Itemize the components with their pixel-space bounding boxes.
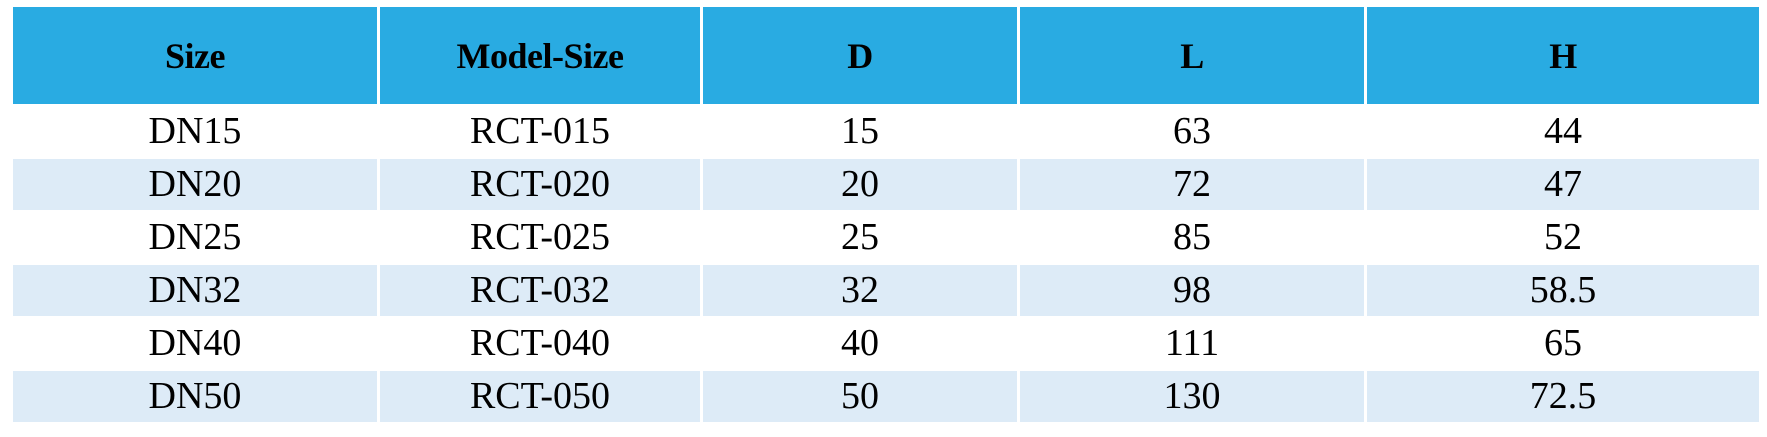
header-row: Size Model-Size D L H [13,7,1759,104]
header-l: L [1020,7,1364,104]
cell-size: DN40 [148,322,242,364]
cell-d: 40 [841,322,879,364]
cell-size: DN20 [13,159,377,210]
cell-d: 20 [703,159,1017,210]
cell-model-size: RCT-015 [469,110,611,152]
table-row: DN32 RCT-032 32 98 58.5 [13,265,1759,316]
cell-h: 44 [1544,110,1582,152]
header-model-size: Model-Size [380,7,700,104]
cell-l: 111 [1164,322,1220,364]
cell-d: 50 [703,371,1017,422]
cell-h: 58.5 [1367,265,1759,316]
cell-h: 72.5 [1367,371,1759,422]
cell-size: DN32 [13,265,377,316]
header-h: H [1367,7,1759,104]
table-row: DN50 RCT-050 50 130 72.5 [13,371,1759,422]
cell-l: 63 [1173,110,1211,152]
header-d: D [703,7,1017,104]
cell-h: 47 [1367,159,1759,210]
cell-model-size: RCT-020 [380,159,700,210]
cell-model-size: RCT-040 [469,322,611,364]
cell-l: 130 [1020,371,1364,422]
table-row: DN25 RCT-025 25 85 52 [13,212,1759,263]
cell-d: 15 [841,110,879,152]
cell-d: 32 [703,265,1017,316]
cell-size: DN50 [13,371,377,422]
dimensions-table: Size Model-Size D L H DN15 RCT-015 15 63 44 D… [10,5,1762,424]
cell-size: DN25 [148,216,242,258]
cell-model-size: RCT-050 [380,371,700,422]
cell-l: 85 [1173,216,1211,258]
cell-size: DN15 [148,110,242,152]
cell-l: 98 [1020,265,1364,316]
cell-h: 52 [1544,216,1582,258]
table-row: DN20 RCT-020 20 72 47 [13,159,1759,210]
cell-model-size: RCT-025 [469,216,611,258]
cell-model-size: RCT-032 [380,265,700,316]
header-size: Size [13,7,377,104]
cell-d: 25 [841,216,879,258]
cell-l: 72 [1020,159,1364,210]
cell-h: 65 [1544,322,1582,364]
table-row: DN15 RCT-015 15 63 44 [13,106,1759,157]
table-row: DN40 RCT-040 40 111 65 [13,318,1759,369]
